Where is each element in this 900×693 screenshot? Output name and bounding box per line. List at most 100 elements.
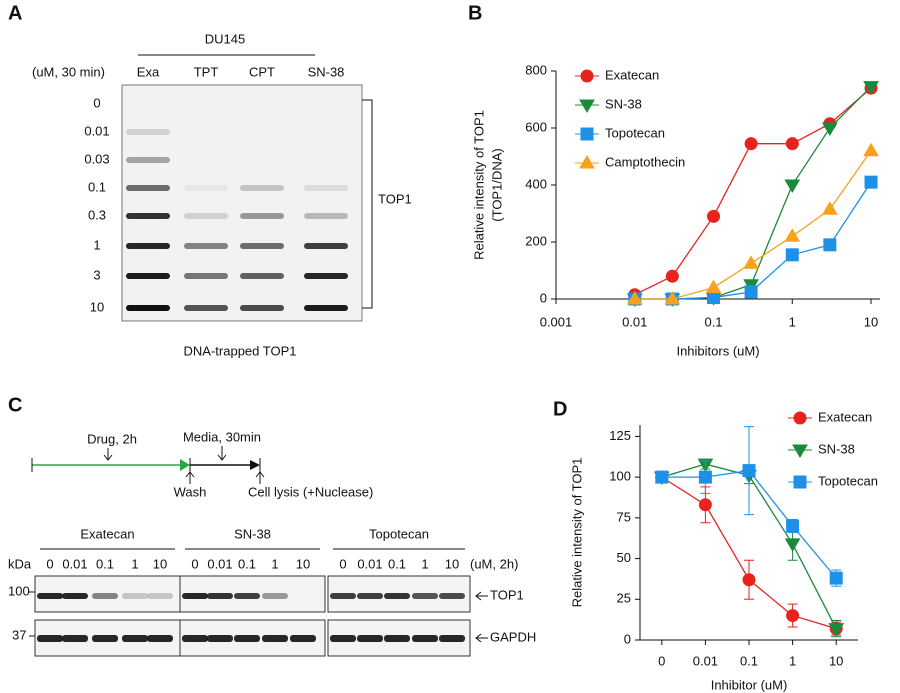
dose: 0.01: [62, 556, 87, 571]
band: [330, 593, 356, 599]
point: [655, 470, 669, 484]
concentration: 0.01: [84, 123, 109, 138]
point: [829, 571, 843, 585]
y-tick-label: 400: [525, 176, 547, 191]
x-tick-label: 10: [864, 314, 878, 329]
x-tick-label: 0.1: [740, 653, 758, 668]
x-tick-label: 0.1: [704, 314, 722, 329]
band: [304, 243, 348, 249]
step: Media, 30min: [183, 429, 261, 444]
band: [182, 635, 208, 642]
point: [793, 411, 807, 425]
band: [126, 305, 170, 311]
dose: 10: [445, 556, 459, 571]
x-tick-label: 0: [658, 653, 665, 668]
band: [122, 635, 148, 642]
band: [126, 213, 170, 219]
band: [184, 305, 228, 311]
arrow: [475, 633, 488, 643]
band: [126, 185, 170, 191]
band: [439, 593, 465, 599]
panel-label: B: [468, 2, 482, 24]
band: [330, 635, 356, 642]
caption: DNA-trapped TOP1: [184, 343, 297, 358]
arrowhead: [250, 460, 260, 470]
point: [786, 519, 800, 533]
band: [384, 593, 410, 599]
point: [698, 470, 712, 484]
bracket: [362, 99, 373, 309]
group-label: Topotecan: [369, 526, 429, 541]
x-axis-label: Inhibitors (uM): [676, 343, 759, 358]
band: [262, 635, 288, 642]
band: [62, 593, 88, 599]
band: [357, 593, 383, 599]
point: [744, 137, 758, 151]
point: [785, 248, 799, 262]
y-tick-label: 200: [525, 233, 547, 248]
legend-label: Topotecan: [818, 473, 878, 488]
band: [304, 213, 348, 219]
y-tick-label: 75: [617, 509, 631, 524]
point: [744, 285, 758, 299]
band: [234, 635, 260, 642]
point: [821, 122, 838, 136]
dose: 1: [131, 556, 138, 571]
concentration: 3: [93, 267, 100, 282]
band: [207, 635, 233, 642]
band: [240, 273, 284, 279]
unit: (uM, 30 min): [32, 64, 105, 79]
step: Drug, 2h: [87, 431, 137, 446]
x-tick-label: 1: [789, 653, 796, 668]
point: [579, 155, 595, 169]
y-tick-label: 800: [525, 62, 547, 77]
x-axis-label: Inhibitor (uM): [711, 677, 788, 692]
point: [786, 609, 800, 623]
lane-label: Exa: [137, 64, 160, 79]
band: [182, 593, 208, 599]
legend-label: Exatecan: [818, 409, 872, 424]
point: [785, 137, 799, 151]
y-tick-label: 25: [617, 591, 631, 606]
concentration: 0.03: [84, 151, 109, 166]
legend-label: Topotecan: [605, 125, 665, 140]
group-label: Exatecan: [80, 526, 134, 541]
band: [184, 273, 228, 279]
y-axis-label: Relative intensity of TOP1: [569, 458, 584, 608]
dose: 0.1: [96, 556, 114, 571]
y-tick-label: 100: [609, 469, 631, 484]
concentration: 10: [90, 299, 104, 314]
legend-label: Camptothecin: [605, 154, 685, 169]
dose: 0.01: [207, 556, 232, 571]
lane-label: TPT: [194, 64, 219, 79]
band: [126, 273, 170, 279]
band: [122, 593, 148, 599]
point: [793, 475, 807, 489]
dose: 0: [339, 556, 346, 571]
point: [823, 238, 837, 252]
band: [384, 635, 410, 642]
band: [92, 593, 118, 599]
point: [821, 201, 838, 215]
point: [792, 444, 808, 458]
arrow: [103, 448, 113, 461]
lane-label: CPT: [249, 64, 275, 79]
arrow: [217, 446, 227, 461]
arrow: [255, 471, 265, 484]
x-tick-label: 10: [829, 653, 843, 668]
dose: 1: [421, 556, 428, 571]
point: [626, 291, 643, 305]
mw-marker: 37: [12, 627, 26, 642]
band: [412, 593, 438, 599]
point: [863, 81, 879, 95]
y-tick-label: 0: [540, 290, 547, 305]
point: [707, 209, 721, 223]
y-axis-label: Relative intensity of TOP1: [471, 110, 486, 260]
point: [784, 228, 801, 242]
point: [863, 142, 879, 157]
step: Wash: [174, 484, 207, 499]
band: [240, 213, 284, 219]
y-axis-label: (TOP1/DNA): [489, 148, 504, 221]
x-tick-label: 0.01: [693, 653, 718, 668]
gel: [121, 84, 363, 322]
